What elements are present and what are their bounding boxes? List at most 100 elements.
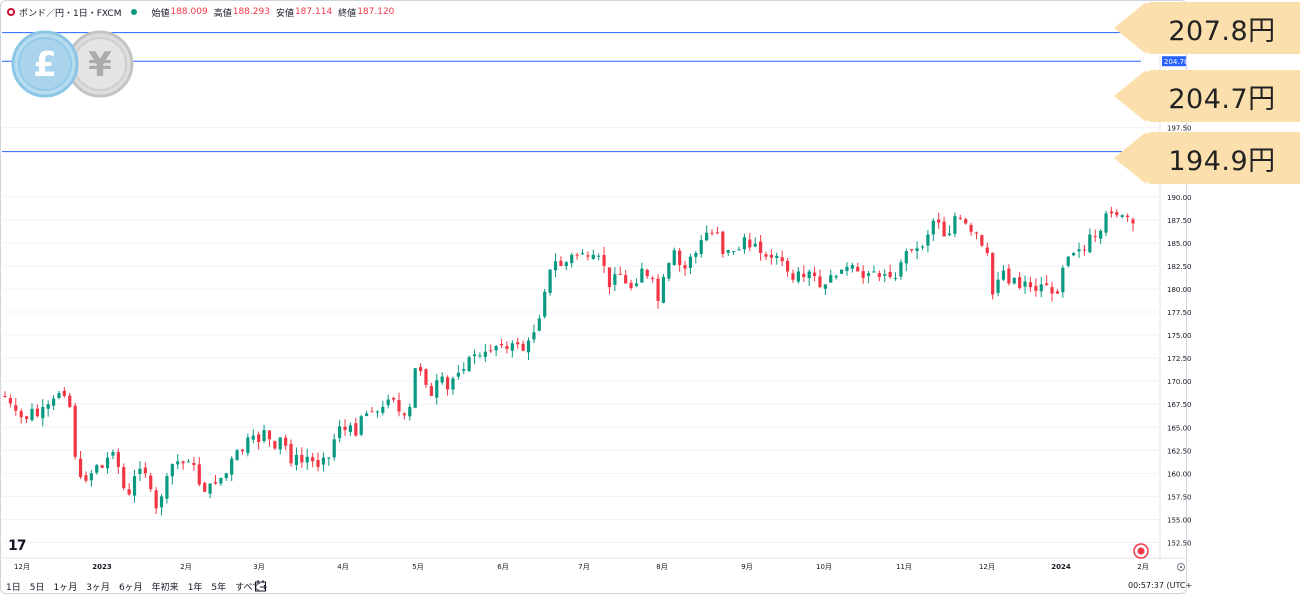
pound-glyph: £	[33, 45, 57, 85]
candle-body	[359, 416, 363, 435]
callout-pointer	[1114, 70, 1146, 122]
candle-body	[1012, 277, 1016, 284]
range-button[interactable]: 1年	[187, 582, 203, 593]
range-button[interactable]: 5年	[211, 582, 227, 593]
candle-body	[721, 231, 725, 254]
candle-body	[845, 266, 849, 271]
candle-body	[192, 462, 196, 466]
candle-body	[893, 277, 898, 279]
market-open-dot	[131, 9, 138, 15]
candle-body	[165, 476, 169, 499]
candle-body	[899, 262, 903, 277]
candle-body	[240, 449, 245, 452]
candle-body	[629, 282, 633, 289]
range-button[interactable]: 6ヶ月	[118, 582, 143, 593]
high-value: 188.293	[232, 7, 270, 17]
yen-glyph: ¥	[88, 45, 112, 85]
candle-body	[732, 251, 736, 253]
candle-body	[1082, 249, 1087, 251]
y-tick-label: 155.00	[1167, 516, 1192, 524]
candle-body	[866, 273, 871, 276]
candle-body	[991, 252, 995, 295]
x-tick-label: 4月	[337, 563, 348, 571]
candle-body	[694, 252, 698, 257]
y-tick-label: 190.00	[1167, 194, 1192, 202]
candle-body	[143, 467, 147, 474]
y-tick-label: 180.00	[1167, 286, 1192, 294]
y-tick-label: 172.50	[1167, 355, 1192, 363]
candle-body	[1131, 219, 1135, 224]
tradingview-logo[interactable]: 17	[8, 538, 27, 554]
candle-body	[1088, 234, 1092, 253]
range-button[interactable]: 3ヶ月	[86, 582, 110, 593]
range-button[interactable]: 1日	[6, 582, 21, 593]
range-button[interactable]: 5日	[29, 582, 45, 593]
y-tick-label: 175.00	[1167, 332, 1192, 340]
candle-body	[958, 217, 962, 219]
candle-body	[235, 450, 239, 461]
candle-body	[3, 395, 7, 397]
candle-body	[877, 273, 881, 277]
candle-body	[505, 345, 509, 349]
candle-body	[942, 221, 946, 237]
high-label: 高値	[213, 8, 232, 19]
record-icon[interactable]	[1133, 543, 1149, 559]
range-button[interactable]: すべて	[235, 582, 262, 593]
candle-body	[737, 249, 741, 251]
price-callout: 204.7円	[1144, 70, 1300, 122]
candle-body	[872, 271, 876, 273]
candle-body	[413, 368, 417, 408]
y-tick-label: 197.50	[1167, 125, 1192, 133]
candle-body	[1023, 281, 1027, 287]
candle-body	[780, 257, 784, 262]
candle-body	[920, 246, 925, 248]
candle-body	[391, 398, 396, 400]
candle-body	[440, 376, 444, 383]
candle-body	[348, 425, 353, 433]
candle-body	[607, 267, 612, 288]
candle-body	[46, 404, 50, 409]
candle-body	[445, 377, 450, 390]
x-tick-label: 10月	[816, 563, 832, 571]
candle-body	[257, 434, 261, 443]
candle-body	[769, 254, 773, 258]
gear-icon[interactable]	[1176, 562, 1186, 572]
range-button[interactable]: 年初来	[151, 582, 179, 593]
candle-body	[807, 271, 811, 279]
callout-pointer	[1114, 2, 1146, 54]
candle-body	[764, 254, 768, 257]
y-tick-label: 152.50	[1167, 540, 1192, 548]
candle-body	[570, 254, 574, 264]
candle-body	[251, 435, 255, 440]
candle-body	[931, 220, 935, 235]
y-tick-label: 182.50	[1167, 263, 1192, 271]
candle-body	[230, 458, 234, 475]
candle-body	[483, 351, 487, 357]
candle-body	[861, 271, 865, 278]
symbol-label[interactable]: ポンド／円・1日・FXCM	[6, 6, 121, 19]
candle-body	[926, 234, 930, 246]
candle-body	[802, 273, 806, 277]
candle-body	[24, 416, 29, 419]
grid	[2, 127, 1160, 543]
candle-body	[111, 452, 115, 456]
candle-body	[456, 372, 460, 377]
close-label: 終値	[338, 8, 357, 19]
horizontal-lines	[2, 32, 1141, 153]
range-button[interactable]: 1ヶ月	[53, 582, 78, 593]
candle-body	[159, 496, 164, 508]
candle-body	[30, 408, 34, 421]
calendar-goto-icon[interactable]	[254, 579, 268, 593]
candle-body	[305, 456, 309, 463]
candle-body	[710, 232, 714, 234]
candle-body	[14, 405, 18, 411]
candle-body	[219, 477, 223, 484]
candle-body	[78, 458, 83, 478]
symbol-text: ポンド／円・1日・FXCM	[19, 8, 122, 19]
clock[interactable]: 00:57:37 (UTC+	[1128, 581, 1193, 590]
candle-body	[516, 342, 520, 345]
candle-body	[532, 332, 536, 340]
candle-body	[597, 255, 601, 257]
candle-body	[418, 367, 423, 372]
